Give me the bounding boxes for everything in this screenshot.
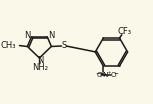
Text: CF₃: CF₃: [118, 27, 132, 36]
Text: O: O: [111, 72, 116, 77]
Text: −: −: [113, 70, 118, 75]
Text: CH₃: CH₃: [0, 41, 16, 50]
Text: N⁺: N⁺: [102, 72, 112, 77]
Text: N: N: [24, 31, 31, 40]
Text: O: O: [97, 72, 102, 77]
Text: N: N: [37, 56, 43, 65]
Text: N: N: [48, 31, 54, 40]
Text: −: −: [95, 70, 100, 75]
Text: S: S: [61, 41, 66, 51]
Text: NH₂: NH₂: [32, 63, 48, 72]
